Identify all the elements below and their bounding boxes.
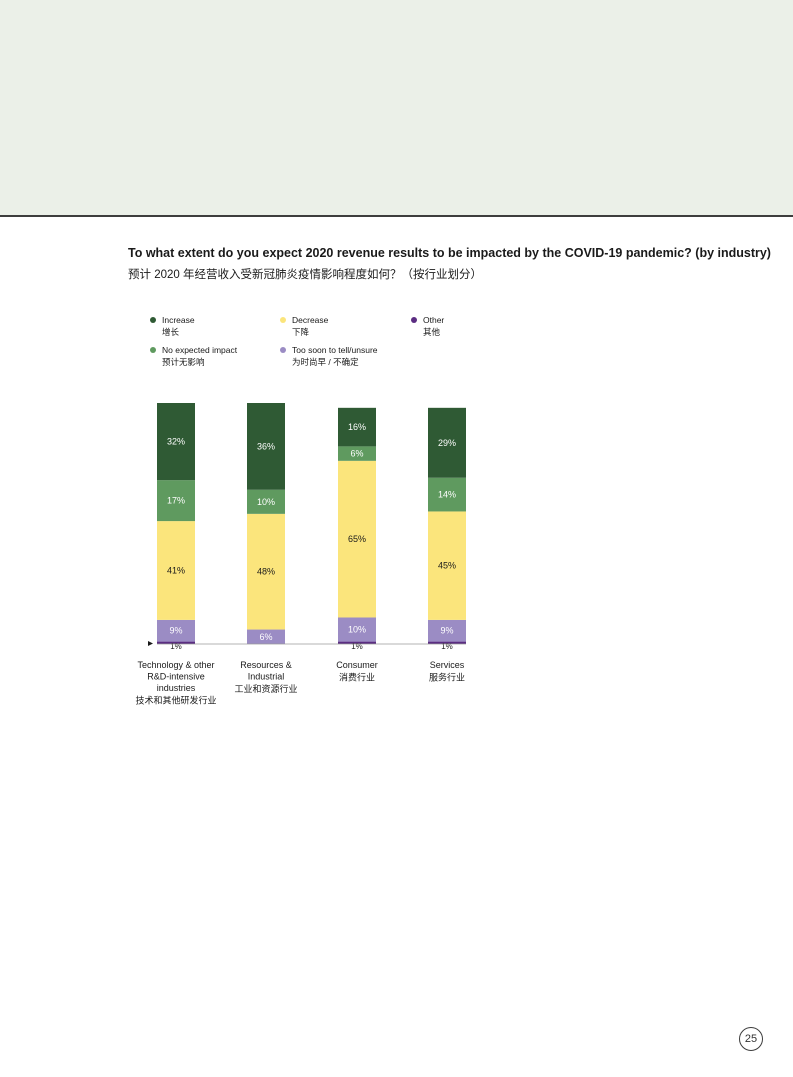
category-label-zh: 服务行业	[429, 672, 465, 683]
chart-title: To what extent do you expect 2020 revenu…	[128, 246, 771, 260]
category-label-en: industries	[157, 683, 196, 693]
legend-label-en: Other	[423, 315, 445, 325]
bar-segment-increase	[338, 407, 376, 447]
data-label: 9%	[169, 626, 182, 636]
bar-segment-too-soon-to-tell-unsure	[157, 619, 195, 642]
data-label: 9%	[440, 626, 453, 636]
legend-dot-icon	[280, 347, 286, 353]
legend-dot-icon	[280, 317, 286, 323]
category-label-zh: 消费行业	[339, 672, 375, 683]
legend-label-en: Increase	[162, 315, 195, 325]
bar-segment-no-expected-impact	[157, 480, 195, 522]
bar-segment-too-soon-to-tell-unsure	[338, 617, 376, 642]
data-label: 32%	[167, 437, 185, 447]
data-label: 48%	[257, 567, 275, 577]
category-label-en: Industrial	[248, 672, 285, 682]
page-number: 25	[739, 1027, 763, 1051]
category-label-en: R&D-intensive	[147, 672, 205, 682]
data-label: 10%	[257, 497, 275, 507]
bar-segment-decrease	[247, 513, 285, 630]
legend-dot-icon	[411, 317, 417, 323]
legend-label-zh: 下降	[292, 327, 310, 337]
data-label: 45%	[438, 561, 456, 571]
bar-segment-too-soon-to-tell-unsure	[428, 619, 466, 642]
data-label: 17%	[167, 496, 185, 506]
bar-segment-no-expected-impact	[247, 489, 285, 514]
legend-dot-icon	[150, 317, 156, 323]
header-band	[0, 0, 793, 217]
data-label: 6%	[350, 449, 363, 459]
data-label: 65%	[348, 534, 366, 544]
legend-label-zh: 增长	[162, 327, 180, 337]
data-label: 14%	[438, 490, 456, 500]
legend-item-too-soon: Too soon to tell/unsure 为时尚早 / 不确定	[280, 344, 378, 368]
data-label: 36%	[257, 441, 275, 451]
chart-subtitle: 预计 2020 年经营收入受新冠肺炎疫情影响程度如何？（按行业划分）	[128, 269, 482, 281]
data-label: 1%	[351, 642, 363, 651]
data-label: 41%	[167, 565, 185, 575]
legend-label-en: Decrease	[292, 315, 329, 325]
category-label-zh: 工业和资源行业	[234, 683, 297, 694]
category-label-zh: 技术和其他研发行业	[135, 695, 216, 706]
bar-segment-increase	[428, 407, 466, 478]
data-label: 29%	[438, 438, 456, 448]
bar-segment-too-soon-to-tell-unsure	[247, 629, 285, 644]
axis-arrow-icon	[148, 641, 153, 646]
bar-segment-other	[157, 641, 195, 644]
legend-label-zh: 预计无影响	[162, 357, 205, 367]
legend-item-no-impact: No expected impact 预计无影响	[150, 344, 238, 368]
category-label-en: Services	[430, 660, 465, 670]
data-label: 16%	[348, 422, 366, 432]
bar-segment-decrease	[157, 521, 195, 620]
bar-segment-decrease	[338, 460, 376, 618]
data-label: 1%	[441, 642, 453, 651]
legend-item-decrease: Decrease 下降	[280, 314, 329, 338]
bar-segment-other	[428, 641, 466, 644]
legend-dot-icon	[150, 347, 156, 353]
category-label-en: Technology & other	[137, 660, 214, 670]
category-label-en: Resources &	[240, 660, 292, 670]
data-label: 1%	[170, 642, 182, 651]
bar-segment-increase	[247, 403, 285, 490]
legend-label-en: Too soon to tell/unsure	[292, 345, 378, 355]
data-label: 6%	[259, 632, 272, 642]
category-label-en: Consumer	[336, 660, 378, 670]
bar-segment-increase	[157, 403, 195, 481]
bar-segment-other	[338, 641, 376, 644]
legend-label-zh: 其他	[423, 327, 441, 337]
legend-item-other: Other 其他	[411, 314, 445, 338]
bar-segment-decrease	[428, 511, 466, 620]
bar-segment-no-expected-impact	[428, 477, 466, 512]
legend-label-en: No expected impact	[162, 345, 238, 355]
data-label: 10%	[348, 625, 366, 635]
legend-label-zh: 为时尚早 / 不确定	[292, 357, 359, 367]
bar-segment-no-expected-impact	[338, 446, 376, 461]
legend-item-increase: Increase 增长	[150, 314, 195, 338]
